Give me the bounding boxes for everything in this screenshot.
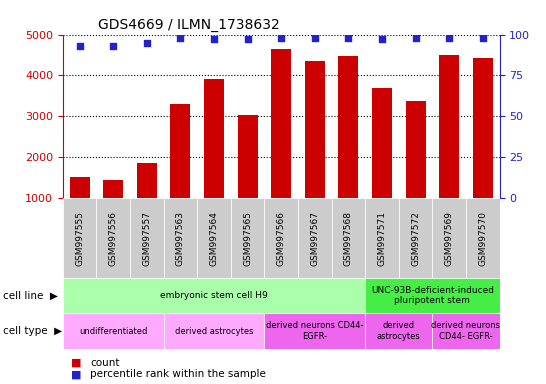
Text: GSM997564: GSM997564 (210, 211, 218, 265)
Bar (204, 79, 224, 238)
Bar (197, 198, 231, 278)
Bar (231, 198, 264, 278)
Text: derived neurons
CD44- EGFR-: derived neurons CD44- EGFR- (431, 321, 501, 341)
Bar (136, 164, 157, 238)
Text: GSM997569: GSM997569 (444, 210, 454, 266)
Bar (298, 198, 331, 278)
Point (277, 35, 286, 41)
Point (445, 35, 454, 41)
Text: GSM997567: GSM997567 (310, 210, 319, 266)
Text: ■: ■ (71, 369, 81, 379)
Bar (365, 313, 432, 349)
Bar (63, 198, 97, 278)
Bar (271, 49, 291, 238)
Bar (69, 177, 90, 238)
Point (109, 43, 117, 49)
Bar (97, 198, 130, 278)
Text: derived astrocytes: derived astrocytes (175, 327, 253, 336)
Bar (264, 198, 298, 278)
Bar (339, 56, 359, 238)
Text: count: count (90, 358, 120, 368)
Text: derived
astrocytes: derived astrocytes (377, 321, 420, 341)
Bar (365, 278, 500, 313)
Bar (439, 55, 459, 238)
Bar (432, 313, 500, 349)
Bar (63, 313, 164, 349)
Bar (406, 101, 426, 238)
Text: GSM997556: GSM997556 (109, 210, 118, 266)
Bar (331, 198, 365, 278)
Text: GSM997565: GSM997565 (243, 210, 252, 266)
Point (378, 36, 387, 43)
Bar (264, 313, 365, 349)
Bar (164, 198, 197, 278)
Point (478, 35, 487, 41)
Bar (103, 180, 123, 238)
Bar (432, 198, 466, 278)
Text: undifferentiated: undifferentiated (79, 327, 147, 336)
Text: GSM997571: GSM997571 (377, 210, 387, 266)
Text: derived neurons CD44-
EGFR-: derived neurons CD44- EGFR- (266, 321, 364, 341)
Text: GSM997557: GSM997557 (143, 210, 151, 266)
Point (344, 35, 353, 41)
Bar (130, 198, 164, 278)
Text: cell type  ▶: cell type ▶ (3, 326, 62, 336)
Bar (238, 114, 258, 238)
Point (243, 36, 252, 43)
Point (75, 43, 84, 49)
Text: GSM997572: GSM997572 (411, 211, 420, 265)
Point (411, 35, 420, 41)
Text: GSM997563: GSM997563 (176, 210, 185, 266)
Bar (305, 61, 325, 238)
Bar (164, 313, 264, 349)
Text: ■: ■ (71, 358, 81, 368)
Text: GSM997566: GSM997566 (277, 210, 286, 266)
Text: GSM997570: GSM997570 (478, 210, 487, 266)
Bar (63, 278, 365, 313)
Text: UNC-93B-deficient-induced
pluripotent stem: UNC-93B-deficient-induced pluripotent st… (371, 286, 494, 305)
Text: GSM997555: GSM997555 (75, 210, 84, 266)
Bar (473, 58, 493, 238)
Point (210, 36, 218, 43)
Point (311, 35, 319, 41)
Bar (372, 88, 392, 238)
Point (143, 40, 151, 46)
Bar (466, 198, 500, 278)
Bar (399, 198, 432, 278)
Point (176, 35, 185, 41)
Text: embryonic stem cell H9: embryonic stem cell H9 (160, 291, 268, 300)
Text: percentile rank within the sample: percentile rank within the sample (90, 369, 266, 379)
Text: cell line  ▶: cell line ▶ (3, 291, 58, 301)
Bar (170, 104, 191, 238)
Text: GDS4669 / ILMN_1738632: GDS4669 / ILMN_1738632 (98, 18, 280, 32)
Text: GSM997568: GSM997568 (344, 210, 353, 266)
Bar (365, 198, 399, 278)
